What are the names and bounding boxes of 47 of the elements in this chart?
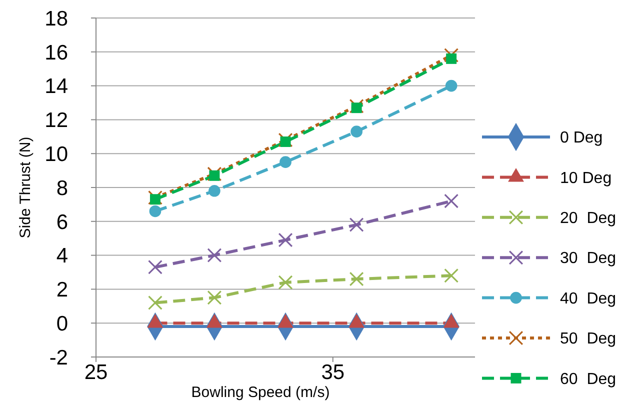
legend-label: 30 Deg — [560, 250, 616, 268]
point — [148, 296, 162, 310]
point — [278, 232, 293, 248]
point — [148, 260, 162, 274]
y-tick-label: 8 — [56, 176, 68, 200]
legend-label: 20 Deg — [560, 210, 616, 227]
y-axis-title: Side Thrust (N) — [17, 136, 34, 238]
legend-label: 10 Deg — [560, 170, 612, 187]
point — [207, 248, 222, 263]
x-tick-label: 35 — [321, 360, 345, 384]
y-tick-label: -2 — [49, 346, 68, 370]
point — [280, 156, 292, 168]
point — [444, 194, 459, 208]
y-tick-label: 14 — [44, 75, 68, 98]
point — [148, 190, 162, 205]
x-axis-title: Bowling Speed (m/s) — [191, 384, 330, 401]
point — [349, 272, 364, 286]
point — [278, 132, 293, 148]
y-tick-label: 0 — [56, 312, 68, 336]
y-tick-label: 12 — [44, 109, 68, 132]
point — [280, 136, 291, 147]
point — [349, 98, 364, 114]
legend-label: 50 Deg — [560, 330, 616, 348]
point — [150, 194, 160, 205]
y-tick-label: 10 — [44, 142, 68, 166]
legend-label: 60 Deg — [560, 370, 616, 388]
y-tick-label: 6 — [56, 210, 68, 234]
point — [444, 268, 459, 283]
point — [207, 290, 222, 305]
point — [350, 126, 362, 138]
point — [149, 205, 162, 218]
y-tick-label: 2 — [56, 278, 68, 302]
point — [351, 102, 362, 114]
legend-label: 40 Deg — [560, 290, 616, 308]
point — [446, 53, 457, 64]
point — [445, 80, 458, 92]
y-tick-label: 16 — [44, 41, 68, 64]
point — [208, 184, 220, 197]
y-tick-label: 4 — [56, 244, 68, 268]
y-tick-label: 18 — [44, 7, 68, 30]
point — [207, 166, 222, 182]
point — [444, 48, 459, 63]
point — [349, 218, 364, 232]
point — [278, 275, 293, 290]
point — [209, 170, 220, 181]
legend-label: 0 Deg — [560, 130, 603, 147]
x-tick-label: 25 — [84, 360, 108, 384]
